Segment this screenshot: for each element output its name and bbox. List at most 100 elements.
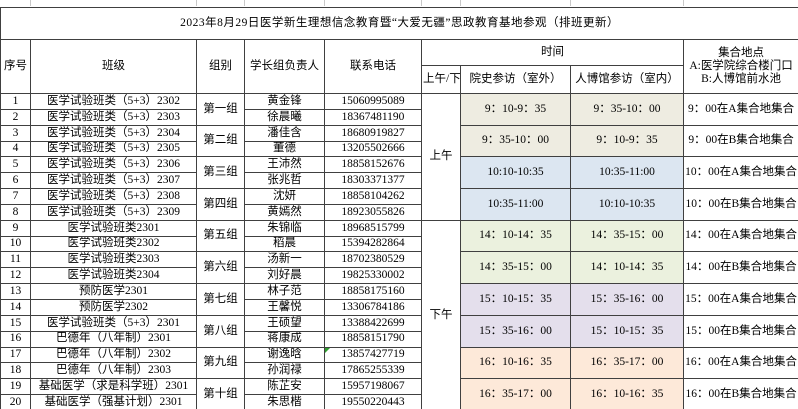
group-cell[interactable]: 第九组 [196, 346, 245, 380]
class-cell[interactable]: 医学试验班类（5+3）2306 [30, 156, 197, 174]
class-cell[interactable]: 基础医学（强基计划）2301 [30, 394, 197, 409]
museum-time-cell[interactable]: 14：35-15：00 [570, 219, 684, 253]
leader-cell[interactable]: 黄嫣然 [244, 203, 325, 221]
row-index-cell[interactable]: 14 [0, 298, 31, 316]
row-index-cell[interactable]: 20 [0, 394, 31, 409]
leader-cell[interactable]: 汤新一 [244, 251, 325, 269]
row-index-cell[interactable]: 1 [0, 93, 31, 110]
header-phone[interactable]: 联系电话 [324, 39, 422, 94]
row-index-cell[interactable]: 11 [0, 251, 31, 269]
row-index-cell[interactable]: 6 [0, 172, 31, 190]
phone-cell[interactable]: 15394282864 [324, 235, 422, 253]
phone-cell[interactable]: 18367481190 [324, 108, 422, 126]
row-index-cell[interactable]: 10 [0, 235, 31, 253]
history-time-cell[interactable]: 10:35-11:00 [460, 188, 571, 221]
class-cell[interactable]: 医学试验班类（5+3）2305 [30, 140, 197, 158]
group-cell[interactable]: 第二组 [196, 124, 245, 158]
class-cell[interactable]: 医学试验班类（5+3）2308 [30, 188, 197, 205]
row-index-cell[interactable]: 8 [0, 203, 31, 221]
row-index-cell[interactable]: 4 [0, 140, 31, 158]
row-index-cell[interactable]: 9 [0, 219, 31, 237]
museum-time-cell[interactable]: 10:10-10:35 [570, 188, 684, 221]
leader-cell[interactable]: 陈芷安 [244, 378, 325, 396]
phone-cell[interactable]: 19550220443 [324, 394, 422, 409]
phone-cell[interactable]: 19825330002 [324, 267, 422, 285]
row-index-cell[interactable]: 5 [0, 156, 31, 174]
meeting-point-cell[interactable]: 10：00在B集合地集合 [682, 188, 798, 221]
header-group[interactable]: 组别 [196, 39, 245, 94]
phone-cell[interactable]: 15060995089 [324, 93, 422, 110]
header-leader[interactable]: 学长组负责人 [244, 39, 325, 94]
museum-time-cell[interactable]: 15：35-16：00 [570, 283, 684, 316]
meeting-point-cell[interactable]: 16：00在A集合地集合 [682, 346, 798, 380]
leader-cell[interactable]: 徐晨曦 [244, 108, 325, 126]
group-cell[interactable]: 第一组 [196, 93, 245, 126]
history-time-cell[interactable]: 15：10-15：35 [460, 283, 571, 316]
museum-time-cell[interactable]: 10:35-11:00 [570, 156, 684, 190]
class-cell[interactable]: 医学试验班类2303 [30, 251, 197, 269]
meeting-point-cell[interactable]: 10：00在A集合地集合 [682, 156, 798, 190]
history-time-cell[interactable]: 16：35-17：00 [460, 378, 571, 409]
meeting-point-cell[interactable]: 15：00在B集合地集合 [682, 314, 798, 348]
leader-cell[interactable]: 王馨悦 [244, 298, 325, 316]
header-session[interactable]: 上午/下午 [421, 65, 461, 94]
header-index[interactable]: 序号 [0, 39, 31, 94]
phone-cell[interactable]: 18858152676 [324, 156, 422, 174]
group-cell[interactable]: 第五组 [196, 219, 245, 253]
class-cell[interactable]: 医学试验班类2302 [30, 235, 197, 253]
phone-cell[interactable]: 13306784186 [324, 298, 422, 316]
museum-time-cell[interactable]: 16：35-17：00 [570, 346, 684, 380]
history-time-cell[interactable]: 9：35-10：00 [460, 124, 571, 158]
meeting-point-cell[interactable]: 14：00在A集合地集合 [682, 219, 798, 253]
phone-cell[interactable]: 18702380529 [324, 251, 422, 269]
group-cell[interactable]: 第八组 [196, 314, 245, 348]
leader-cell[interactable]: 朱思楷 [244, 394, 325, 409]
phone-cell[interactable]: 18680919827 [324, 124, 422, 142]
phone-cell[interactable]: 18303371377 [324, 172, 422, 190]
class-cell[interactable]: 预防医学2301 [30, 283, 197, 300]
phone-cell[interactable]: 17865255339 [324, 362, 422, 380]
header-time[interactable]: 时间 [421, 39, 684, 66]
row-index-cell[interactable]: 13 [0, 283, 31, 300]
leader-cell[interactable]: 朱锦临 [244, 219, 325, 237]
phone-cell[interactable]: 18858104262 [324, 188, 422, 205]
row-index-cell[interactable]: 12 [0, 267, 31, 285]
leader-cell[interactable]: 王沛然 [244, 156, 325, 174]
session-cell[interactable]: 上午 [421, 93, 461, 221]
museum-time-cell[interactable]: 14：10-14：35 [570, 251, 684, 285]
leader-cell[interactable]: 稻晨 [244, 235, 325, 253]
row-index-cell[interactable]: 15 [0, 314, 31, 332]
phone-cell[interactable]: 15957198067 [324, 378, 422, 396]
class-cell[interactable]: 预防医学2302 [30, 298, 197, 316]
group-cell[interactable]: 第四组 [196, 188, 245, 221]
phone-cell[interactable]: 13205502666 [324, 140, 422, 158]
phone-cell[interactable]: 18858175160 [324, 283, 422, 300]
row-index-cell[interactable]: 3 [0, 124, 31, 142]
leader-cell[interactable]: 黄金锋 [244, 93, 325, 110]
meeting-point-cell[interactable]: 15：00在A集合地集合 [682, 283, 798, 316]
phone-cell[interactable]: 13388422699 [324, 314, 422, 332]
header-meeting-point[interactable]: 集合地点 A:医学院综合楼门口 B:人博馆前水池 [682, 39, 798, 94]
phone-cell[interactable]: 18858151790 [324, 330, 422, 348]
class-cell[interactable]: 巴德年（八年制）2302 [30, 346, 197, 364]
leader-cell[interactable]: 蒋康成 [244, 330, 325, 348]
row-index-cell[interactable]: 17 [0, 346, 31, 364]
group-cell[interactable]: 第六组 [196, 251, 245, 285]
leader-cell[interactable]: 王硕望 [244, 314, 325, 332]
leader-cell[interactable]: 林子范 [244, 283, 325, 300]
class-cell[interactable]: 医学试验班类（5+3）2307 [30, 172, 197, 190]
row-index-cell[interactable]: 16 [0, 330, 31, 348]
row-index-cell[interactable]: 2 [0, 108, 31, 126]
session-cell[interactable]: 下午 [421, 219, 461, 409]
meeting-point-cell[interactable]: 14：00在B集合地集合 [682, 251, 798, 285]
row-index-cell[interactable]: 7 [0, 188, 31, 205]
class-cell[interactable]: 巴德年（八年制）2303 [30, 362, 197, 380]
history-time-cell[interactable]: 14：35-15：00 [460, 251, 571, 285]
class-cell[interactable]: 医学试验班类（5+3）2303 [30, 108, 197, 126]
class-cell[interactable]: 医学试验班类（5+3）2302 [30, 93, 197, 110]
museum-time-cell[interactable]: 16：10-16：35 [570, 378, 684, 409]
class-cell[interactable]: 医学试验班类2304 [30, 267, 197, 285]
leader-cell[interactable]: 张兆哲 [244, 172, 325, 190]
row-index-cell[interactable]: 19 [0, 378, 31, 396]
museum-time-cell[interactable]: 9：35-10：00 [570, 93, 684, 126]
